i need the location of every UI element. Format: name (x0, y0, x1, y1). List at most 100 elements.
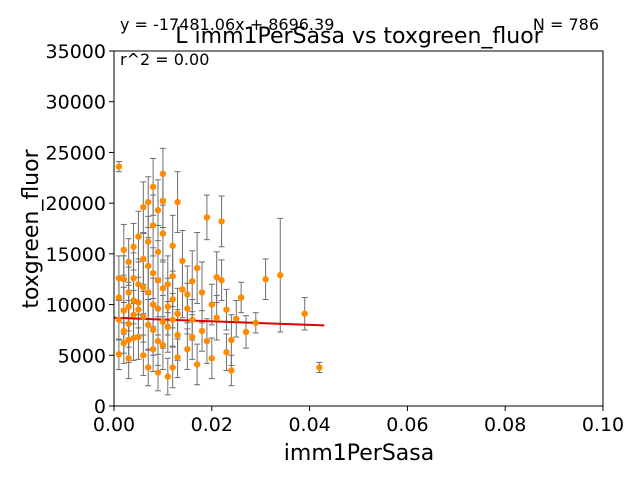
data-point (159, 285, 167, 292)
data-point (189, 278, 196, 285)
data-point (135, 233, 142, 240)
data-point (145, 321, 152, 329)
data-point (169, 316, 176, 323)
data-point (208, 301, 215, 308)
data-point (169, 296, 176, 303)
data-point (130, 297, 137, 304)
data-point (135, 299, 142, 306)
x-axis-label: imm1PerSasa (284, 441, 434, 466)
data-point (140, 352, 147, 359)
y-tick-label: 0 (94, 396, 106, 418)
data-point (198, 289, 206, 296)
plot-frame (113, 50, 604, 407)
data-point (169, 364, 176, 371)
data-point (135, 281, 142, 288)
data-point (140, 255, 147, 263)
data-point (149, 326, 157, 334)
data-point (179, 257, 186, 265)
data-point (169, 272, 176, 280)
data-point (135, 333, 142, 341)
data-point (130, 311, 137, 318)
data-point (233, 315, 240, 322)
data-point (203, 214, 211, 221)
data-point (154, 248, 162, 256)
data-point (130, 243, 137, 250)
data-point (223, 349, 230, 356)
errorbar-layer (115, 147, 323, 396)
n-count-annotation: N = 786 (533, 15, 599, 34)
data-point (125, 289, 132, 296)
data-point (316, 364, 323, 371)
data-point (218, 218, 225, 225)
data-point (115, 351, 123, 358)
data-point (193, 264, 201, 272)
data-point (159, 197, 167, 205)
data-point (115, 275, 123, 282)
data-point (130, 334, 137, 342)
points-layer (115, 163, 323, 380)
data-point (154, 207, 162, 214)
data-point (228, 336, 235, 344)
x-tick-label: 0.08 (484, 414, 526, 436)
data-point (198, 327, 206, 335)
data-point (164, 303, 171, 310)
regression-line (113, 316, 325, 327)
x-axis-ticks: 0.00 0.02 0.04 0.06 0.08 0.10 (93, 406, 624, 436)
equation-annotation: y = -17481.06x + 8696.39 (120, 15, 334, 34)
data-point (125, 336, 132, 344)
data-point (174, 198, 181, 206)
x-tick-label: 0.10 (582, 414, 624, 436)
data-point (203, 337, 211, 345)
data-point (193, 361, 201, 368)
data-point (145, 364, 152, 371)
data-point (125, 320, 132, 328)
data-point (120, 327, 127, 335)
data-point (125, 258, 132, 266)
x-tick-label: 0.00 (93, 414, 135, 436)
data-point (228, 367, 235, 374)
data-point (174, 310, 181, 317)
data-point (154, 369, 162, 376)
data-point (159, 341, 167, 349)
data-point (149, 269, 157, 277)
y-tick-label: 20000 (46, 193, 106, 215)
data-point (145, 238, 152, 245)
data-point (145, 262, 152, 270)
data-point (135, 306, 142, 313)
x-tick-label: 0.06 (386, 414, 428, 436)
r2-annotation: r^2 = 0.00 (120, 50, 209, 69)
data-point (174, 354, 181, 361)
y-tick-label: 25000 (46, 142, 106, 164)
data-point (120, 276, 127, 283)
data-point (149, 301, 157, 308)
data-point (120, 339, 127, 347)
data-point (149, 183, 157, 191)
data-point (189, 333, 196, 341)
y-axis-label: toxgreen_fluor (19, 148, 44, 308)
data-point (140, 313, 147, 320)
data-point (120, 246, 127, 253)
data-point (154, 305, 162, 312)
data-point (184, 305, 191, 312)
data-point (213, 273, 220, 281)
data-point (140, 204, 147, 211)
data-point (169, 242, 176, 249)
data-point (237, 294, 245, 301)
data-point (174, 331, 181, 339)
data-point (145, 289, 152, 296)
y-tick-label: 5000 (58, 345, 106, 367)
data-point (154, 277, 162, 284)
fit-line-layer (113, 316, 325, 327)
data-point (149, 222, 157, 229)
data-point (125, 303, 132, 310)
data-point (218, 277, 225, 284)
data-point (213, 314, 220, 321)
y-tick-label: 15000 (46, 244, 106, 266)
data-point (179, 286, 186, 293)
x-tick-label: 0.04 (288, 414, 330, 436)
y-tick-label: 35000 (46, 41, 106, 63)
data-point (145, 198, 152, 206)
data-point (164, 281, 171, 288)
data-point (154, 337, 162, 345)
data-point (252, 319, 260, 327)
